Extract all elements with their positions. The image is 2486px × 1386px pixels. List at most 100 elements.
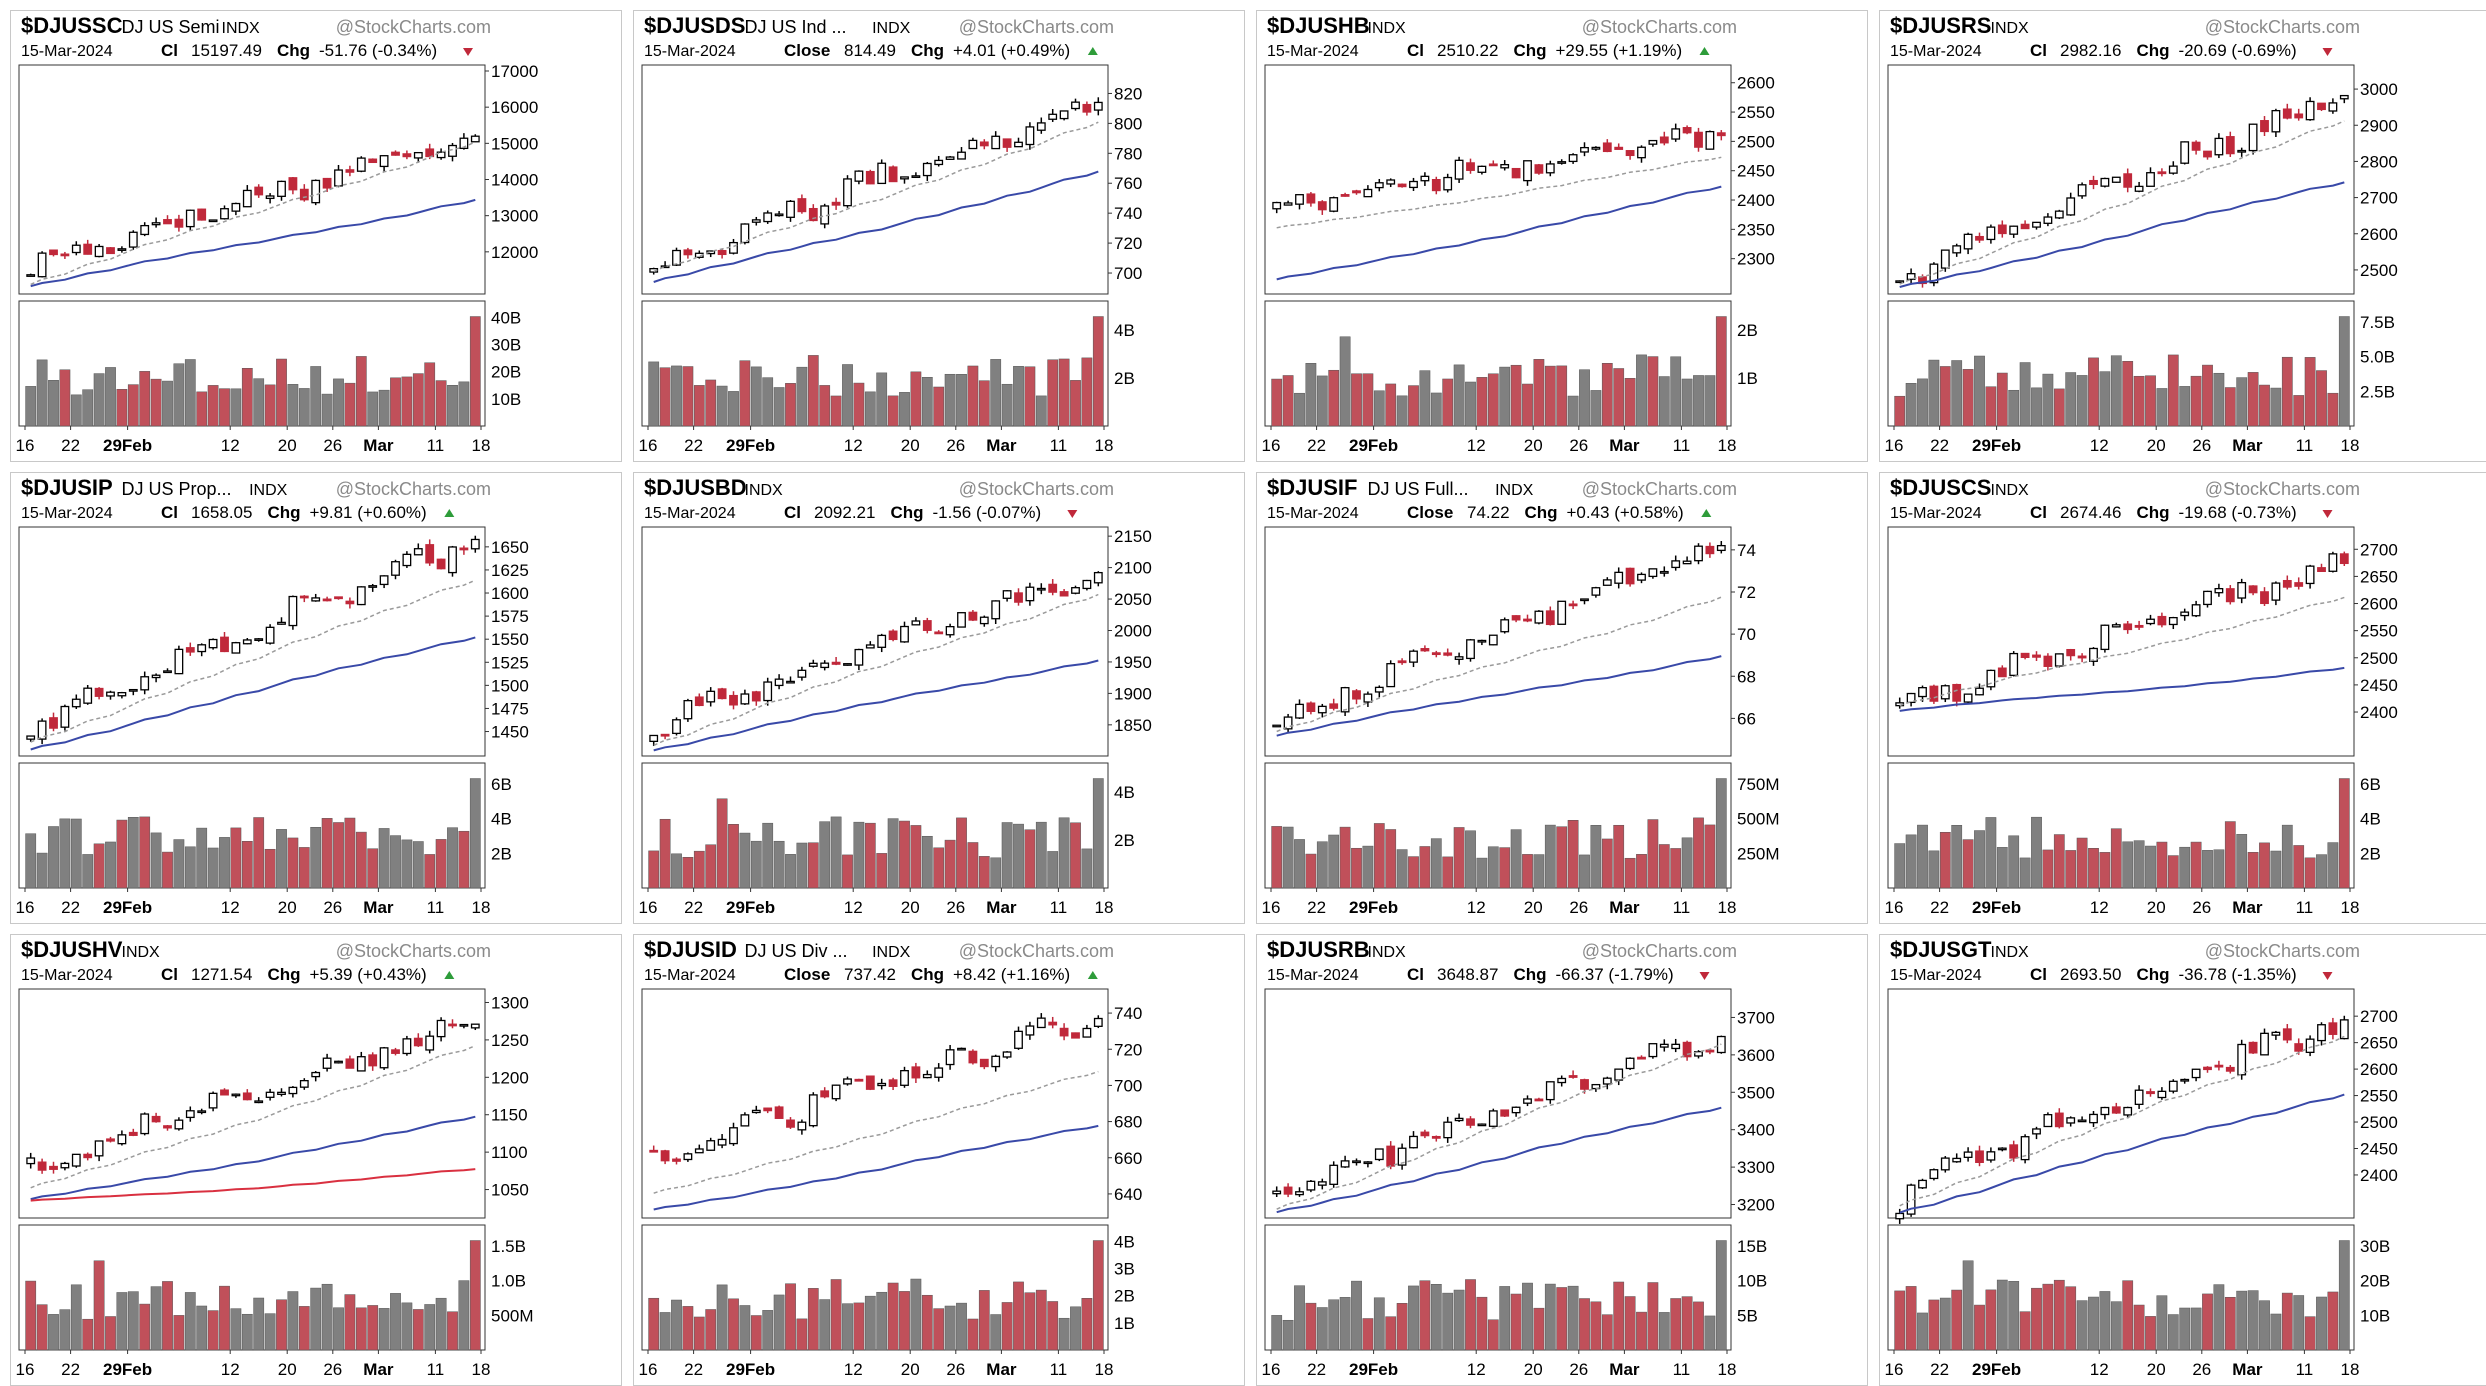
candle-body bbox=[1488, 634, 1498, 646]
volume-bar bbox=[1453, 827, 1465, 889]
candle-body bbox=[2134, 185, 2144, 192]
candle-body bbox=[49, 249, 58, 256]
volume-bar bbox=[1070, 1306, 1081, 1351]
ma-fast-line bbox=[1276, 1043, 1722, 1210]
volume-bar bbox=[127, 1291, 139, 1351]
volume-bar bbox=[796, 366, 808, 427]
candle-body bbox=[968, 1050, 978, 1064]
candle-body bbox=[740, 1114, 750, 1127]
x-tick-label: 20 bbox=[1524, 436, 1543, 455]
volume-bar bbox=[1035, 395, 1047, 427]
volume-bar bbox=[1590, 825, 1602, 889]
volume-bar bbox=[1024, 829, 1036, 889]
candle-body bbox=[459, 547, 469, 551]
x-tick-label: 18 bbox=[1718, 898, 1737, 917]
candle-body bbox=[37, 720, 47, 740]
candle-body bbox=[311, 597, 321, 602]
candle-body bbox=[1283, 716, 1293, 730]
candle-body bbox=[2009, 1144, 2019, 1159]
volume-tick-label: 10B bbox=[1737, 1272, 1767, 1291]
volume-bar bbox=[2293, 395, 2305, 427]
volume-bar bbox=[1510, 364, 1522, 427]
volume-bar bbox=[276, 829, 287, 889]
candle-body bbox=[900, 625, 909, 643]
y-tick-label: 1100 bbox=[491, 1143, 528, 1162]
volume-tick-label: 10B bbox=[2360, 1306, 2390, 1325]
candle-body bbox=[1443, 652, 1453, 656]
volume-bar bbox=[1305, 1302, 1317, 1351]
volume-bar bbox=[1070, 822, 1081, 889]
volume-bar bbox=[2145, 1316, 2156, 1351]
candle-body bbox=[2089, 647, 2098, 662]
candle-body bbox=[1580, 598, 1589, 602]
candle-body bbox=[2123, 173, 2133, 188]
y-tick-label: 3400 bbox=[1737, 1121, 1775, 1140]
x-tick-label: 16 bbox=[639, 898, 658, 917]
volume-bar bbox=[1624, 378, 1636, 427]
candle-body bbox=[1625, 150, 1635, 157]
candle-body bbox=[2191, 604, 2201, 617]
volume-bar bbox=[2236, 834, 2248, 889]
ma-slow-line bbox=[1276, 1106, 1722, 1214]
volume-bar bbox=[876, 1291, 888, 1351]
candle-body bbox=[413, 1037, 423, 1047]
volume-bar bbox=[659, 818, 671, 889]
x-tick-label: 26 bbox=[1569, 436, 1588, 455]
volume-bar bbox=[162, 380, 173, 427]
volume-tick-label: 30B bbox=[2360, 1237, 2390, 1256]
volume-bar bbox=[2076, 1300, 2088, 1351]
volume-bar bbox=[899, 820, 910, 889]
candle-body bbox=[2191, 1068, 2201, 1079]
chart-date: 15-Mar-2024 bbox=[1267, 967, 1359, 984]
volume-bar bbox=[378, 828, 390, 889]
chg-label: Chg bbox=[911, 965, 944, 984]
candle-body bbox=[140, 676, 150, 691]
volume-bar bbox=[1962, 369, 1974, 427]
volume-bar bbox=[1316, 375, 1328, 427]
candle-body bbox=[1431, 652, 1441, 656]
volume-bar bbox=[1996, 1279, 2008, 1351]
candle-body bbox=[1454, 656, 1464, 660]
volume-bar bbox=[36, 852, 48, 889]
candle-body bbox=[174, 648, 184, 675]
volume-bar bbox=[2338, 1240, 2350, 1351]
volume-bar bbox=[344, 817, 356, 889]
candle-body bbox=[2123, 1106, 2133, 1116]
candle-body bbox=[231, 1093, 241, 1097]
x-tick-label: 18 bbox=[2341, 1360, 2360, 1379]
candle-body bbox=[106, 247, 115, 255]
y-tick-label: 15000 bbox=[491, 134, 538, 153]
close-label: Close bbox=[784, 41, 830, 60]
volume-bar bbox=[1408, 1285, 1419, 1351]
y-tick-label: 2000 bbox=[1114, 621, 1152, 640]
volume-bar bbox=[469, 316, 481, 427]
x-tick-label: 12 bbox=[2090, 1360, 2109, 1379]
stockcharts-watermark: @StockCharts.com bbox=[1582, 479, 1737, 499]
candle-body bbox=[945, 156, 955, 160]
volume-bar bbox=[2224, 387, 2236, 427]
volume-bar bbox=[1373, 390, 1385, 427]
chart-panel-djusrb: $DJUSRB INDX @StockCharts.com 15-Mar-2024 Cl… bbox=[1256, 934, 1868, 1386]
candle-body bbox=[254, 638, 264, 641]
candle-body bbox=[128, 231, 138, 248]
x-tick-label: 20 bbox=[278, 436, 297, 455]
volume-bar bbox=[333, 822, 344, 889]
candle-body bbox=[831, 201, 841, 206]
x-tick-label: 29Feb bbox=[1972, 898, 2021, 917]
volume-bar bbox=[2202, 364, 2213, 427]
candle-body bbox=[1568, 1075, 1578, 1078]
x-tick-label: 22 bbox=[1307, 436, 1326, 455]
volume-bar bbox=[2202, 1293, 2213, 1351]
volume-bar bbox=[184, 359, 196, 427]
candle-body bbox=[1997, 224, 2007, 235]
chart-exchange: INDX bbox=[122, 944, 161, 961]
candle-body bbox=[2077, 1119, 2087, 1123]
x-tick-label: 11 bbox=[427, 898, 445, 917]
candle-body bbox=[185, 1110, 195, 1119]
ma-fast-line bbox=[1276, 156, 1722, 229]
candle-body bbox=[1580, 1079, 1589, 1090]
y-tick-label: 2700 bbox=[2360, 189, 2398, 208]
candle-body bbox=[1317, 201, 1327, 211]
volume-bar bbox=[105, 841, 116, 889]
candle-body bbox=[717, 1138, 727, 1146]
